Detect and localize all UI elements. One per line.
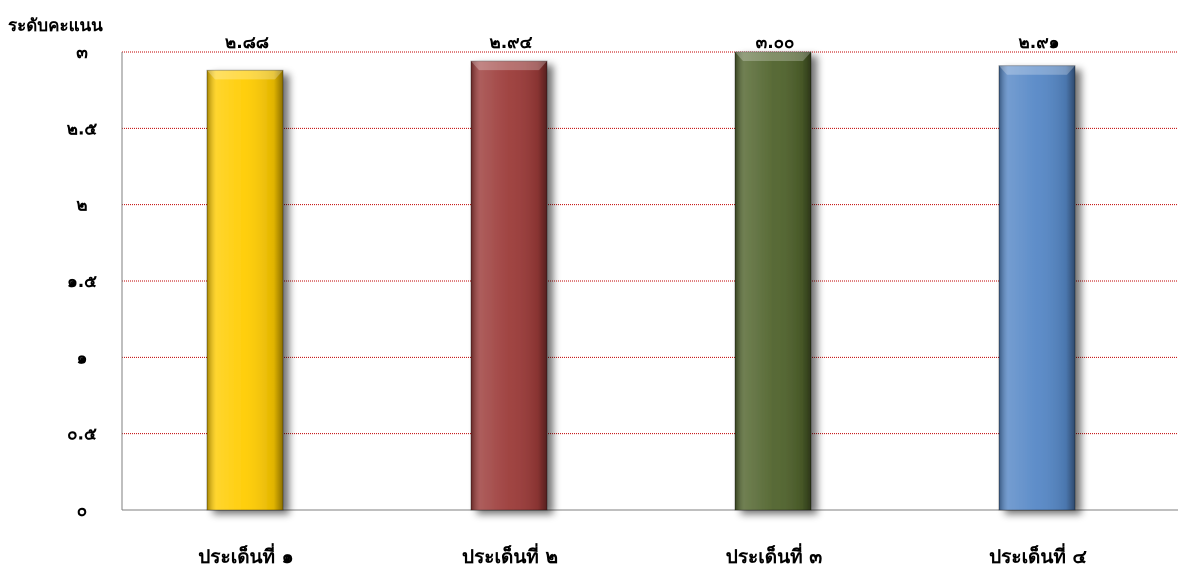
x-tick-label: ประเด็นที่ ๒ [462, 543, 558, 568]
bar [999, 66, 1075, 510]
y-tick-label: ๑ [77, 348, 88, 368]
y-tick-label: ๑.๕ [67, 272, 97, 292]
bar [735, 52, 811, 510]
y-tick-label: ๒ [76, 196, 87, 216]
y-tick-label: ๐ [77, 501, 87, 521]
data-label: ๒.๙๔ [490, 33, 533, 53]
data-label: ๒.๘๘ [225, 33, 269, 53]
x-tick-label: ประเด็นที่ ๑ [198, 543, 294, 568]
data-label: ๒.๙๑ [1019, 33, 1060, 53]
x-tick-label: ประเด็นที่ ๓ [726, 543, 822, 568]
y-tick-label: ๐.๕ [67, 425, 97, 445]
bar [207, 70, 283, 510]
y-tick-label: ๒.๕ [67, 119, 98, 139]
y-tick-label: ๓ [76, 43, 88, 63]
bar [471, 61, 547, 510]
x-tick-label: ประเด็นที่ ๔ [989, 543, 1087, 568]
data-label: ๓.๐๐ [756, 33, 795, 53]
